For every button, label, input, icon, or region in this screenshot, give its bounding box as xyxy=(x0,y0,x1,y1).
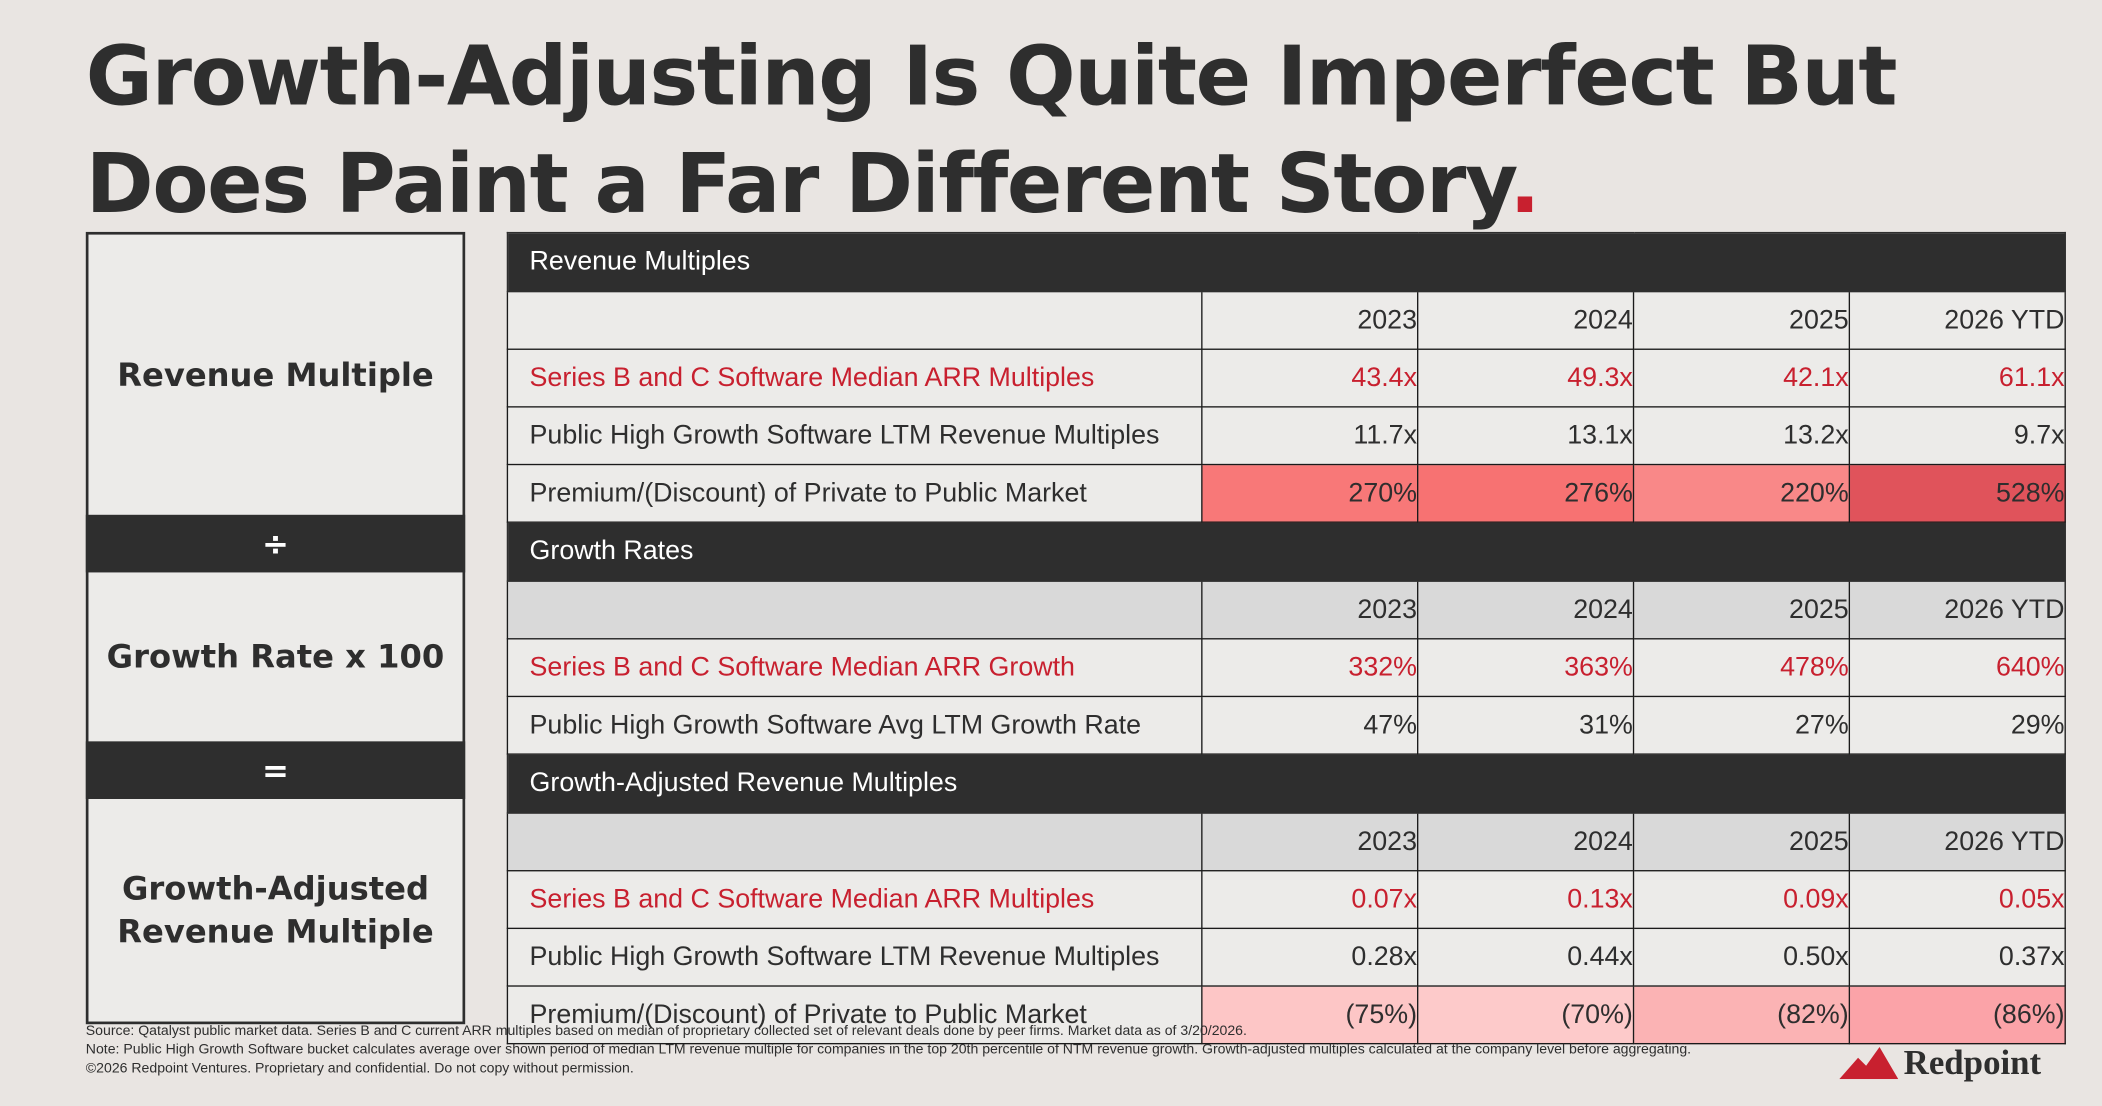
value-cell: (70%) xyxy=(1417,985,1635,1045)
row-label: Premium/(Discount) of Private to Public … xyxy=(506,463,1203,523)
value-cell: 0.28x xyxy=(1201,927,1419,987)
value-cell: 11.7x xyxy=(1201,406,1419,466)
value-cell: 47% xyxy=(1201,695,1419,755)
year-row: 2023 2024 2025 2026 YTD xyxy=(506,290,2066,350)
title-mark: . xyxy=(1509,136,1540,232)
data-row: Series B and C Software Median ARR Multi… xyxy=(506,870,2066,930)
formula-operator: = xyxy=(85,741,466,799)
row-label: Public High Growth Software LTM Revenue … xyxy=(506,406,1203,466)
year-row: 2023 2024 2025 2026 YTD xyxy=(506,580,2066,640)
data-row: Public High Growth Software LTM Revenue … xyxy=(506,406,2066,466)
row-label: Public High Growth Software LTM Revenue … xyxy=(506,927,1203,987)
empty-cell xyxy=(506,580,1203,640)
row-label: Series B and C Software Median ARR Multi… xyxy=(506,348,1203,408)
footnote: ©2026 Redpoint Ventures. Proprietary and… xyxy=(85,1060,634,1077)
section-title: Revenue Multiples xyxy=(506,231,2066,293)
value-cell: 0.50x xyxy=(1632,927,1851,987)
data-row: Premium/(Discount) of Private to Public … xyxy=(506,463,2066,523)
row-label: Public High Growth Software Avg LTM Grow… xyxy=(506,695,1203,755)
formula-term: Growth Rate x 100 xyxy=(106,638,445,676)
formula-box: Revenue Multiple ÷ Growth Rate x 100 = G… xyxy=(85,231,466,1025)
value-cell: (75%) xyxy=(1201,985,1419,1045)
footnote: Note: Public High Growth Software bucket… xyxy=(85,1041,1692,1058)
footnote: Source: Qatalyst public market data. Ser… xyxy=(85,1022,1247,1039)
value-cell: 43.4x xyxy=(1201,348,1419,408)
value-cell: 13.1x xyxy=(1417,406,1635,466)
year-header: 2023 xyxy=(1201,290,1419,350)
value-cell: 640% xyxy=(1848,638,2066,698)
value-cell: 61.1x xyxy=(1848,348,2066,408)
logo-text: Redpoint xyxy=(1903,1042,2042,1082)
value-cell: 0.07x xyxy=(1201,870,1419,930)
logo: Redpoint xyxy=(1839,1043,2041,1083)
year-header: 2024 xyxy=(1417,812,1635,872)
value-cell: 363% xyxy=(1417,638,1635,698)
section-band: Growth-Adjusted Revenue Multiples xyxy=(506,753,2066,814)
value-cell: 0.44x xyxy=(1417,927,1635,987)
logo-icon xyxy=(1839,1047,1899,1080)
value-cell: 220% xyxy=(1632,463,1851,523)
value-cell: 9.7x xyxy=(1848,406,2066,466)
year-row: 2023 2024 2025 2026 YTD xyxy=(506,812,2066,872)
section-band: Revenue Multiples xyxy=(506,231,2066,293)
data-row: Public High Growth Software LTM Revenue … xyxy=(506,927,2066,987)
value-cell: 13.2x xyxy=(1632,406,1851,466)
value-cell: 0.37x xyxy=(1848,927,2066,987)
data-row: Series B and C Software Median ARR Growt… xyxy=(506,638,2066,698)
year-header: 2025 xyxy=(1632,290,1851,350)
value-cell: 31% xyxy=(1417,695,1635,755)
title-line: Growth-Adjusting Is Quite Imperfect But xyxy=(85,29,1898,125)
value-cell: 0.13x xyxy=(1417,870,1635,930)
value-cell: 29% xyxy=(1848,695,2066,755)
formula-term: Growth-Adjusted Revenue Multiple xyxy=(117,870,434,951)
data-row: Public High Growth Software Avg LTM Grow… xyxy=(506,695,2066,755)
value-cell: 42.1x xyxy=(1632,348,1851,408)
section-title: Growth-Adjusted Revenue Multiples xyxy=(506,753,2066,814)
year-header: 2024 xyxy=(1417,290,1635,350)
year-header: 2023 xyxy=(1201,812,1419,872)
title: Growth-Adjusting Is Quite Imperfect But … xyxy=(85,24,1898,238)
empty-cell xyxy=(506,812,1203,872)
data-row: Series B and C Software Median ARR Multi… xyxy=(506,348,2066,408)
value-cell: 270% xyxy=(1201,463,1419,523)
value-cell: (82%) xyxy=(1632,985,1851,1045)
empty-cell xyxy=(506,290,1203,350)
value-cell: 332% xyxy=(1201,638,1419,698)
formula-term: Revenue Multiple xyxy=(117,355,434,394)
title-text: Does Paint a Far Different Story xyxy=(85,136,1511,232)
year-header: 2024 xyxy=(1417,580,1635,640)
formula-operator: ÷ xyxy=(85,514,466,573)
year-header: 2026 YTD xyxy=(1848,290,2066,350)
value-cell: 528% xyxy=(1848,463,2066,523)
footnotes: Source: Qatalyst public market data. Ser… xyxy=(86,1022,1691,1078)
row-label: Premium/(Discount) of Private to Public … xyxy=(506,985,1203,1045)
multiples-table: Revenue Multiples 2023 2024 2025 2026 YTD Ser… xyxy=(506,231,2066,1045)
section-title: Growth Rates xyxy=(506,521,2066,582)
year-header: 2025 xyxy=(1632,580,1851,640)
year-header: 2026 YTD xyxy=(1848,812,2066,872)
value-cell: 276% xyxy=(1417,463,1635,523)
value-cell: 0.09x xyxy=(1632,870,1851,930)
data-row: Premium/(Discount) of Private to Public … xyxy=(506,985,2066,1045)
year-header: 2026 YTD xyxy=(1848,580,2066,640)
year-header: 2025 xyxy=(1632,812,1851,872)
value-cell: 49.3x xyxy=(1417,348,1635,408)
row-label: Series B and C Software Median ARR Growt… xyxy=(506,638,1203,698)
value-cell: 478% xyxy=(1632,638,1851,698)
year-header: 2023 xyxy=(1201,580,1419,640)
value-cell: 27% xyxy=(1632,695,1851,755)
section-band: Growth Rates xyxy=(506,521,2066,582)
row-label: Series B and C Software Median ARR Multi… xyxy=(506,870,1203,930)
value-cell: (86%) xyxy=(1848,985,2066,1045)
title-line: Does Paint a Far Different Story. xyxy=(86,131,1896,238)
value-cell: 0.05x xyxy=(1848,870,2066,930)
